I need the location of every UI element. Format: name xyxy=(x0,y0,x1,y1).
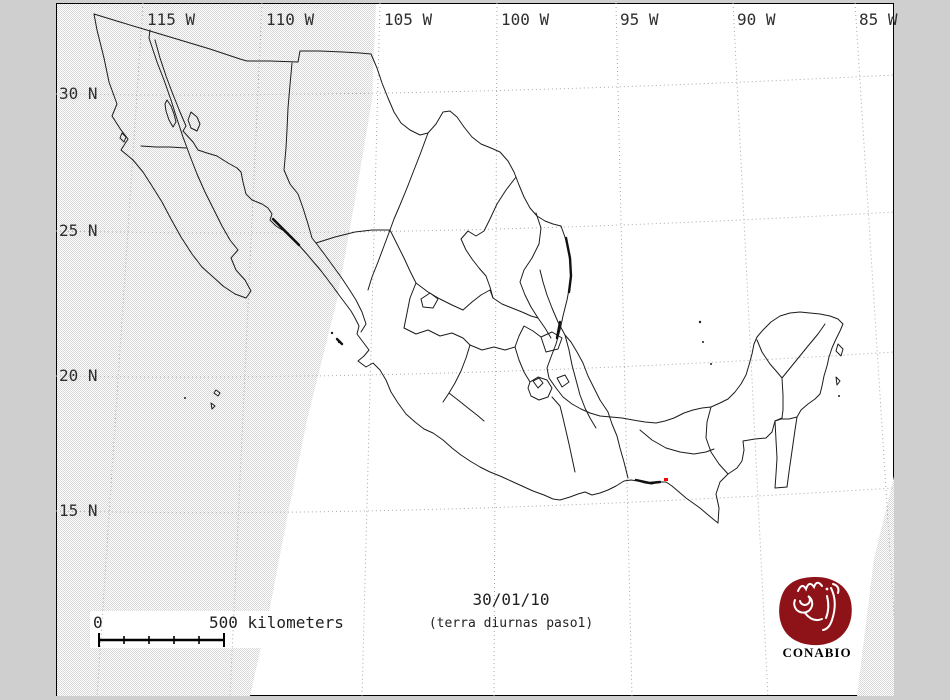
lagoon-coast-marks xyxy=(271,217,662,485)
conabio-wordmark: CONABIO xyxy=(782,645,852,660)
lat-label-25n: 25 N xyxy=(59,221,98,240)
date-label: 30/01/10 xyxy=(472,590,550,609)
lon-label-95w: 95 W xyxy=(620,10,659,29)
subtitle-label: (terra diurnas paso1) xyxy=(428,616,594,631)
lon-label-110w: 110 W xyxy=(266,10,315,29)
lat-label-30n: 30 N xyxy=(59,84,98,103)
scale-zero-label: 0 xyxy=(93,613,103,632)
graticule xyxy=(55,2,895,698)
lon-label-90w: 90 W xyxy=(737,10,776,29)
conabio-logo xyxy=(779,577,852,646)
lon-label-85w: 85 W xyxy=(859,10,898,29)
mexico-outline xyxy=(93,13,844,524)
small-islands xyxy=(184,320,840,399)
lon-label-100w: 100 W xyxy=(501,10,550,29)
lon-label-105w: 105 W xyxy=(384,10,433,29)
scalebar-background xyxy=(90,611,368,648)
lat-label-15n: 15 N xyxy=(59,501,98,520)
scale-distance-label: 500 kilometers xyxy=(209,613,344,632)
lat-label-20n: 20 N xyxy=(59,366,98,385)
fire-hotspot-dot xyxy=(664,478,668,481)
lon-label-115w: 115 W xyxy=(147,10,196,29)
scale-bar xyxy=(98,633,225,647)
